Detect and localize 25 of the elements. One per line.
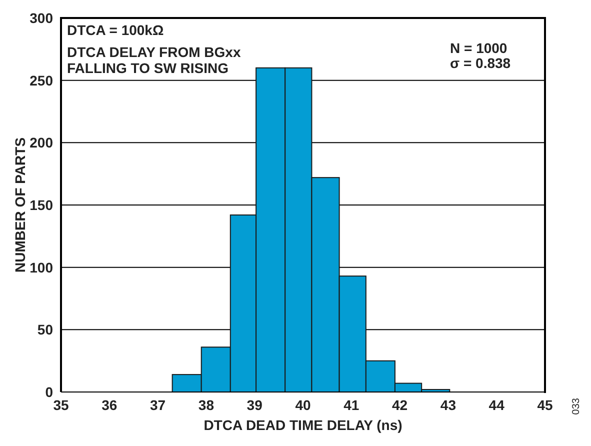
text: 033 <box>570 398 583 415</box>
x-tick-label: 45 <box>537 396 553 413</box>
x-tick-label: 44 <box>488 396 505 413</box>
x-tick-label: 42 <box>392 396 408 413</box>
x-tick-label: 36 <box>102 396 118 413</box>
annotation: DTCA DELAY FROM BGxx FALLING TO SW RISING <box>67 44 241 76</box>
y-tick-label: 250 <box>30 72 54 88</box>
x-tick-label: 40 <box>295 396 311 413</box>
x-tick-label: 41 <box>344 396 360 413</box>
x-tick-label: 38 <box>198 396 214 413</box>
y-tick-label: 200 <box>30 134 54 151</box>
y-tick-label: 150 <box>30 196 54 213</box>
y-tick-label: 100 <box>30 259 54 276</box>
y-tick-label: 300 <box>30 10 54 26</box>
x-tick-label: 37 <box>150 396 166 413</box>
x-tick-label: 39 <box>246 396 263 413</box>
y-axis-title: NUMBER OF PARTS <box>12 137 28 273</box>
x-tick-label: 43 <box>440 396 456 413</box>
x-tick-label: 35 <box>53 396 69 413</box>
annotation: DTCA = 100kΩ <box>67 22 164 38</box>
annotation: N = 1000 <box>450 40 508 56</box>
y-tick-label: 0 <box>45 384 54 400</box>
annotation: σ = 0.838 <box>450 55 511 71</box>
x-axis-title: DTCA DEAD TIME DELAY (ns) <box>204 417 402 433</box>
y-tick-label: 50 <box>37 322 54 338</box>
